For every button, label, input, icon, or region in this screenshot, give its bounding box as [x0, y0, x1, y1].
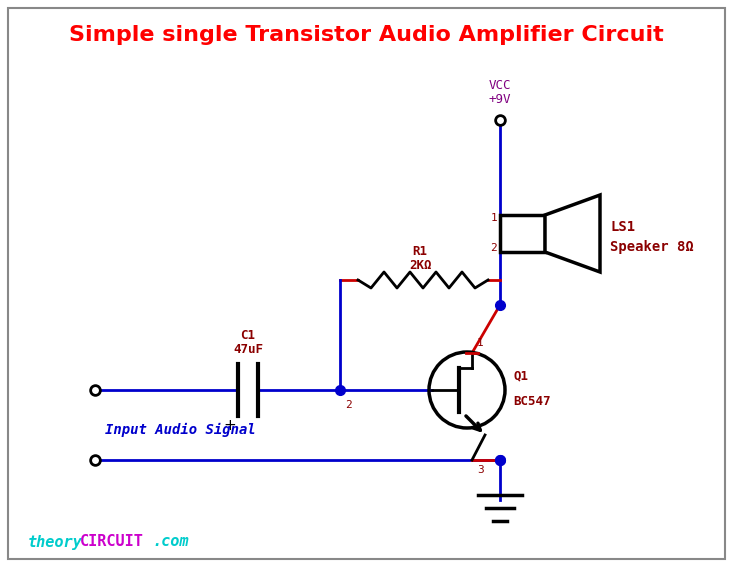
Text: 47uF: 47uF — [233, 343, 263, 356]
Polygon shape — [545, 195, 600, 272]
Text: Simple single Transistor Audio Amplifier Circuit: Simple single Transistor Audio Amplifier… — [69, 25, 664, 45]
Text: 2: 2 — [490, 243, 497, 253]
Text: 2: 2 — [345, 400, 352, 410]
Text: CIRCUIT: CIRCUIT — [80, 535, 144, 549]
Text: VCC: VCC — [489, 79, 511, 92]
Text: Q1: Q1 — [513, 369, 528, 382]
Text: Input Audio Signal: Input Audio Signal — [105, 423, 256, 437]
Text: 3: 3 — [477, 465, 484, 475]
Text: 2KΩ: 2KΩ — [409, 259, 431, 272]
Text: 1: 1 — [490, 213, 497, 223]
Text: +9V: +9V — [489, 93, 511, 106]
Text: theory: theory — [28, 535, 83, 549]
Text: 1: 1 — [477, 338, 484, 348]
Text: Speaker 8Ω: Speaker 8Ω — [610, 240, 693, 254]
Text: C1: C1 — [240, 329, 256, 342]
Text: .com: .com — [152, 535, 188, 549]
Text: +: + — [224, 418, 236, 433]
Text: BC547: BC547 — [513, 395, 550, 408]
Text: R1: R1 — [413, 245, 427, 258]
Bar — [500, 215, 545, 252]
Text: LS1: LS1 — [610, 220, 635, 234]
